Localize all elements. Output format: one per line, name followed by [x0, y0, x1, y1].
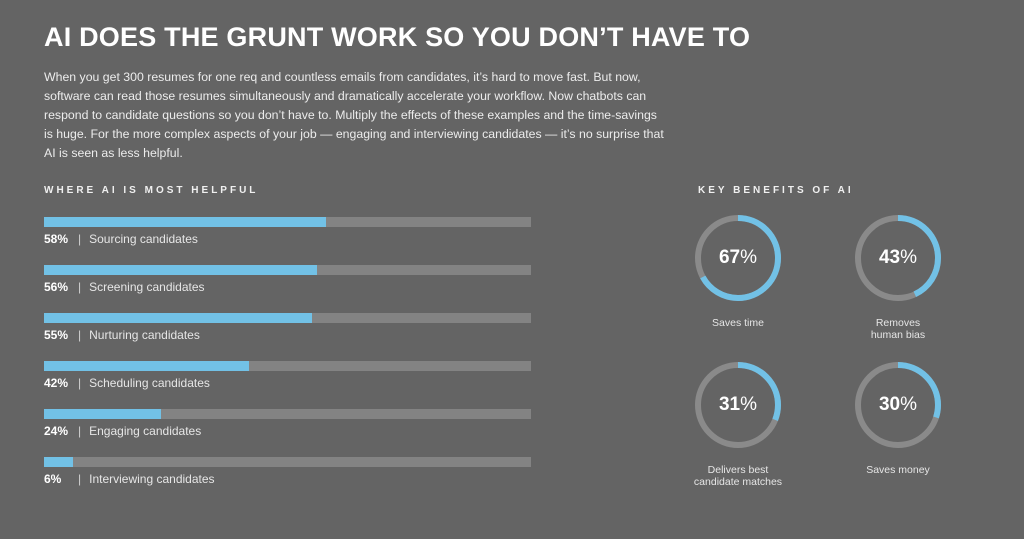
donut-value-label: 43%: [838, 247, 958, 269]
bar-row: 56% | Screening candidates: [44, 265, 532, 313]
bar-fill: [44, 265, 317, 275]
divider: |: [78, 232, 82, 246]
bar-category-label: Interviewing candidates: [89, 472, 215, 486]
donut-value-label: 30%: [838, 394, 958, 416]
bar-fill: [44, 457, 74, 467]
percent-sign: %: [740, 247, 758, 268]
donut-chart-title: KEY BENEFITS OF AI: [698, 185, 854, 196]
donut-value-number: 67: [718, 247, 741, 268]
bar-category-label: Sourcing candidates: [89, 232, 198, 246]
donut-value-number: 30: [878, 394, 901, 415]
donut-slice: [855, 215, 941, 301]
donut-ring: [855, 362, 941, 448]
bar-label: 56% | Screening candidates: [44, 280, 205, 294]
donut-item: 31% Delivers best candidate matches: [678, 357, 798, 488]
bar-row: 55% | Nurturing candidates: [44, 313, 532, 361]
percent-sign: %: [900, 247, 918, 268]
bar-label: 24% | Engaging candidates: [44, 424, 201, 438]
donut-grid: 67% Saves time 43% Removes human bias 31% Deli…: [680, 210, 1000, 510]
bar-label: 55% | Nurturing candidates: [44, 328, 200, 342]
donut-category-label: Saves money: [838, 464, 958, 476]
bar-label: 42% | Scheduling candidates: [44, 376, 210, 390]
donut-label-line: Removes: [875, 317, 921, 329]
donut-label-line: Saves money: [866, 464, 930, 476]
donut-slice: [695, 362, 781, 448]
bar-fill: [44, 409, 161, 419]
bar-row: 58% | Sourcing candidates: [44, 217, 532, 265]
bar-value-label: 58%: [44, 232, 69, 246]
donut-value-number: 43: [878, 247, 901, 268]
bar-track: [44, 313, 531, 323]
donut-category-label: Removes human bias: [838, 317, 958, 341]
donut-ring: [855, 215, 941, 301]
donut-ring: [695, 362, 781, 448]
bar-track: [44, 265, 531, 275]
bar-label: 6% | Interviewing candidates: [44, 472, 215, 486]
divider: |: [78, 328, 82, 342]
divider: |: [78, 280, 82, 294]
divider: |: [78, 376, 82, 390]
donut-slice: [855, 362, 941, 448]
bar-row: 42% | Scheduling candidates: [44, 361, 532, 409]
donut-category-label: Delivers best candidate matches: [678, 464, 798, 488]
bar-fill: [44, 313, 312, 323]
bar-category-label: Scheduling candidates: [89, 376, 210, 390]
bar-category-label: Screening candidates: [89, 280, 205, 294]
donut-category-label: Saves time: [678, 317, 798, 329]
divider: |: [78, 424, 82, 438]
bar-value-label: 6%: [44, 472, 62, 486]
bar-value-label: 56%: [44, 280, 69, 294]
donut-label-line: Saves time: [712, 317, 764, 329]
bar-track: [44, 361, 531, 371]
bar-value-label: 55%: [44, 328, 69, 342]
donut-ring: [695, 215, 781, 301]
donut-item: 30% Saves money: [838, 357, 958, 476]
page-title: AI DOES THE GRUNT WORK SO YOU DON’T HAVE…: [44, 22, 751, 52]
bar-label: 58% | Sourcing candidates: [44, 232, 198, 246]
bar-category-label: Nurturing candidates: [89, 328, 200, 342]
bar-chart-title: WHERE AI IS MOST HELPFUL: [44, 185, 259, 196]
bar-fill: [44, 361, 249, 371]
donut-item: 43% Removes human bias: [838, 210, 958, 341]
donut-label-line: human bias: [870, 329, 926, 341]
donut-item: 67% Saves time: [678, 210, 798, 329]
donut-slice: [695, 215, 781, 301]
donut-value-label: 67%: [678, 247, 798, 269]
donut-value-label: 31%: [678, 394, 798, 416]
bar-row: 24% | Engaging candidates: [44, 409, 532, 457]
percent-sign: %: [740, 394, 758, 415]
percent-sign: %: [900, 394, 918, 415]
bar-track: [44, 457, 531, 467]
bar-value-label: 24%: [44, 424, 69, 438]
bar-track: [44, 217, 531, 227]
divider: |: [78, 472, 82, 486]
bar-category-label: Engaging candidates: [89, 424, 202, 438]
donut-value-number: 31: [718, 394, 741, 415]
donut-label-line: candidate matches: [693, 476, 783, 488]
bar-row: 6% | Interviewing candidates: [44, 457, 532, 505]
bar-fill: [44, 217, 327, 227]
bar-track: [44, 409, 531, 419]
bar-chart: 58% | Sourcing candidates 56% | Screening can…: [44, 217, 532, 505]
intro-paragraph: When you get 300 resumes for one req and…: [44, 70, 664, 160]
donut-label-line: Delivers best: [707, 464, 769, 476]
bar-value-label: 42%: [44, 376, 69, 390]
